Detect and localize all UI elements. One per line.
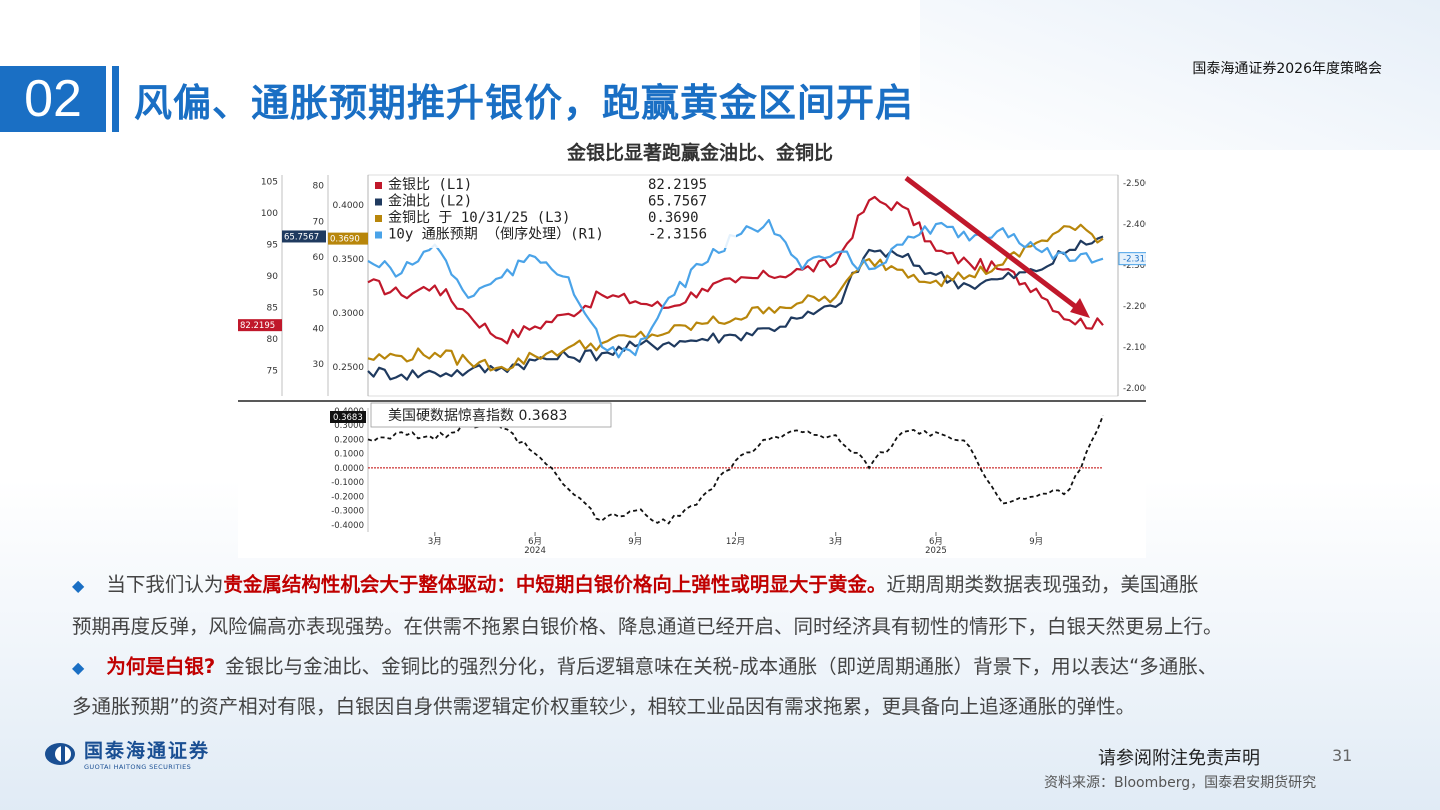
surprise-index-line xyxy=(367,415,1104,525)
bottom-y-tick: -0.3000 xyxy=(331,507,364,517)
axis-L3-tick: 0.4000 xyxy=(333,201,365,211)
series-line-L3 xyxy=(367,223,1104,372)
legend-box xyxy=(371,176,736,248)
legend-value: -2.3156 xyxy=(648,227,707,243)
bottom-legend-box xyxy=(370,402,612,428)
p2-rest: 金银比与金油比、金铜比的强烈分化，背后逻辑意味在关税-成本通胀（即逆周期通胀）背… xyxy=(225,655,1218,678)
x-tick-label: 3月 xyxy=(829,537,843,547)
disclaimer-link[interactable]: 请参阅附注免责声明 xyxy=(1098,748,1260,769)
trend-arrow-line xyxy=(904,176,1082,312)
title-divider xyxy=(112,66,119,132)
axis-L3-tick: 0.3000 xyxy=(333,309,365,319)
bottom-y-tick: 0.2000 xyxy=(334,435,364,445)
series-line-L1 xyxy=(367,195,1104,345)
legend-label: 金银比 (L1) xyxy=(388,177,472,193)
x-tick-label: 9月 xyxy=(1029,537,1043,547)
legend-swatch xyxy=(375,215,382,222)
axis-L2-tick: 60 xyxy=(313,253,325,263)
p1-rest: 近期周期类数据表现强劲，美国通胀 xyxy=(886,573,1199,596)
logo-mark-icon xyxy=(44,742,76,766)
axis-L2-tick: 40 xyxy=(313,324,325,334)
axis-L2-tick: 30 xyxy=(313,360,325,370)
legend-label: 金铜比 于 10/31/25 (L3) xyxy=(388,210,570,226)
bottom-last-value-text: 0.3683 xyxy=(333,413,363,423)
axis-R1-tick: -2.4000 xyxy=(1123,220,1146,230)
axis-L1-tick: 100 xyxy=(261,209,278,219)
last-value-tag-R1 xyxy=(1118,252,1146,266)
logo-text-cn: 国泰海通证券 xyxy=(84,740,211,762)
paragraph-2-line-2: 多通胀预期”的资产相对有限，白银因自身供需逻辑定价权重较少，相较工业品因有需求拖… xyxy=(72,695,1136,718)
p1-prefix: 当下我们认为 xyxy=(106,573,224,596)
legend-value: 65.7567 xyxy=(648,194,707,210)
bullet-diamond-icon: ◆ xyxy=(72,576,85,595)
last-value-tag-L1-text: 82.2195 xyxy=(240,321,275,331)
x-tick-label: 6月 xyxy=(528,537,542,547)
event-name: 国泰海通证券2026年度策略会 xyxy=(1192,61,1382,77)
axis-L2-tick: 70 xyxy=(313,217,325,227)
axis-L1-tick: 105 xyxy=(261,177,278,187)
axis-R1-tick: -2.1000 xyxy=(1123,343,1146,353)
axis-L1-tick: 75 xyxy=(267,367,278,377)
legend-swatch xyxy=(375,182,382,189)
last-value-tag-L2-text: 65.7567 xyxy=(284,232,319,242)
axis-L1-tick: 95 xyxy=(267,240,278,250)
bottom-y-tick: 0.1000 xyxy=(334,450,364,460)
legend-value: 82.2195 xyxy=(648,177,707,193)
axis-L3-tick: 0.3500 xyxy=(333,255,365,265)
p2-highlight: 为何是白银? xyxy=(106,655,216,678)
source-note: 资料来源：Bloomberg，国泰君安期货研究 xyxy=(1044,775,1317,791)
axis-L1-tick: 90 xyxy=(267,272,279,282)
paragraph-1-line-2: 预期再度反弹，风险偏高亦表现强势。在供需不拖累白银价格、降息通道已经开启、同时经… xyxy=(72,615,1223,638)
bottom-y-tick: 0.3000 xyxy=(334,421,364,431)
section-number: 02 xyxy=(0,66,106,132)
p1-highlight: 贵金属结构性机会大于整体驱动：中短期白银价格向上弹性或明显大于黄金。 xyxy=(223,573,887,596)
legend-swatch xyxy=(375,198,382,206)
bottom-y-tick: -0.2000 xyxy=(331,492,364,502)
chart-title: 金银比显著跑赢金油比、金铜比 xyxy=(566,142,833,164)
x-tick-label: 6月 xyxy=(929,537,943,547)
bottom-last-value-tag xyxy=(330,411,366,423)
logo-text-en: GUOTAI HAITONG SECURITIES xyxy=(84,763,192,771)
axis-L2-tick: 80 xyxy=(313,182,325,192)
x-tick-label: 9月 xyxy=(628,537,642,547)
last-value-tag-L3-text: 0.3690 xyxy=(330,235,360,245)
axis-L1-tick: 80 xyxy=(267,335,279,345)
axis-R1-tick: -2.2000 xyxy=(1123,302,1146,312)
page-number: 31 xyxy=(1332,746,1353,765)
x-year-label: 2024 xyxy=(524,546,546,556)
legend-label: 10y 通胀预期 （倒序处理）(R1) xyxy=(388,227,604,243)
last-value-tag-R1-text: -2.3156 xyxy=(1123,255,1146,265)
trend-arrow-head xyxy=(1070,298,1090,318)
series-line-L2 xyxy=(367,235,1104,381)
x-tick-label: 12月 xyxy=(726,537,745,547)
legend-value: 0.3690 xyxy=(648,210,699,226)
bottom-y-tick: -0.1000 xyxy=(331,478,364,488)
paragraph-1: ◆ 当下我们认为贵金属结构性机会大于整体驱动：中短期白银价格向上弹性或明显大于黄金… xyxy=(72,566,1198,604)
x-tick-label: 3月 xyxy=(428,537,442,547)
bottom-legend-label: 美国硬数据惊喜指数 0.3683 xyxy=(388,408,567,424)
axis-L3-tick: 0.2500 xyxy=(333,363,365,373)
background-gradient xyxy=(920,0,1440,150)
legend-swatch xyxy=(375,231,382,239)
last-value-tag-L1 xyxy=(238,319,282,332)
paragraph-2: ◆ 为何是白银? 金银比与金油比、金铜比的强烈分化，背后逻辑意味在关税-成本通胀（即… xyxy=(72,648,1217,686)
chart-area: 105 100 95 90 85 80 75 80 70 60 50 40 30 0.4000 0.3500… xyxy=(238,170,1146,558)
bottom-y-tick: -0.4000 xyxy=(331,521,364,531)
bottom-y-tick: 0.0000 xyxy=(334,464,364,474)
axis-R1-tick: -2.0000 xyxy=(1123,384,1146,394)
axis-R1-tick: -2.3000 xyxy=(1123,261,1146,271)
last-value-tag-L3 xyxy=(328,232,368,245)
page-title: 风偏、通胀预期推升银价，跑赢黄金区间开启 xyxy=(134,81,915,125)
x-year-label: 2025 xyxy=(925,546,947,556)
legend-label: 金油比 (L2) xyxy=(388,194,472,210)
bullet-diamond-icon: ◆ xyxy=(72,658,85,677)
axis-L2-tick: 50 xyxy=(313,289,325,299)
company-logo: 国泰海通证券 GUOTAI HAITONG SECURITIES xyxy=(44,736,210,771)
axis-L1-tick: 85 xyxy=(267,304,278,314)
ratio-chart-svg: 105 100 95 90 85 80 75 80 70 60 50 40 30 0.4000 0.3500… xyxy=(238,174,1146,556)
last-value-tag-L2 xyxy=(282,230,326,243)
